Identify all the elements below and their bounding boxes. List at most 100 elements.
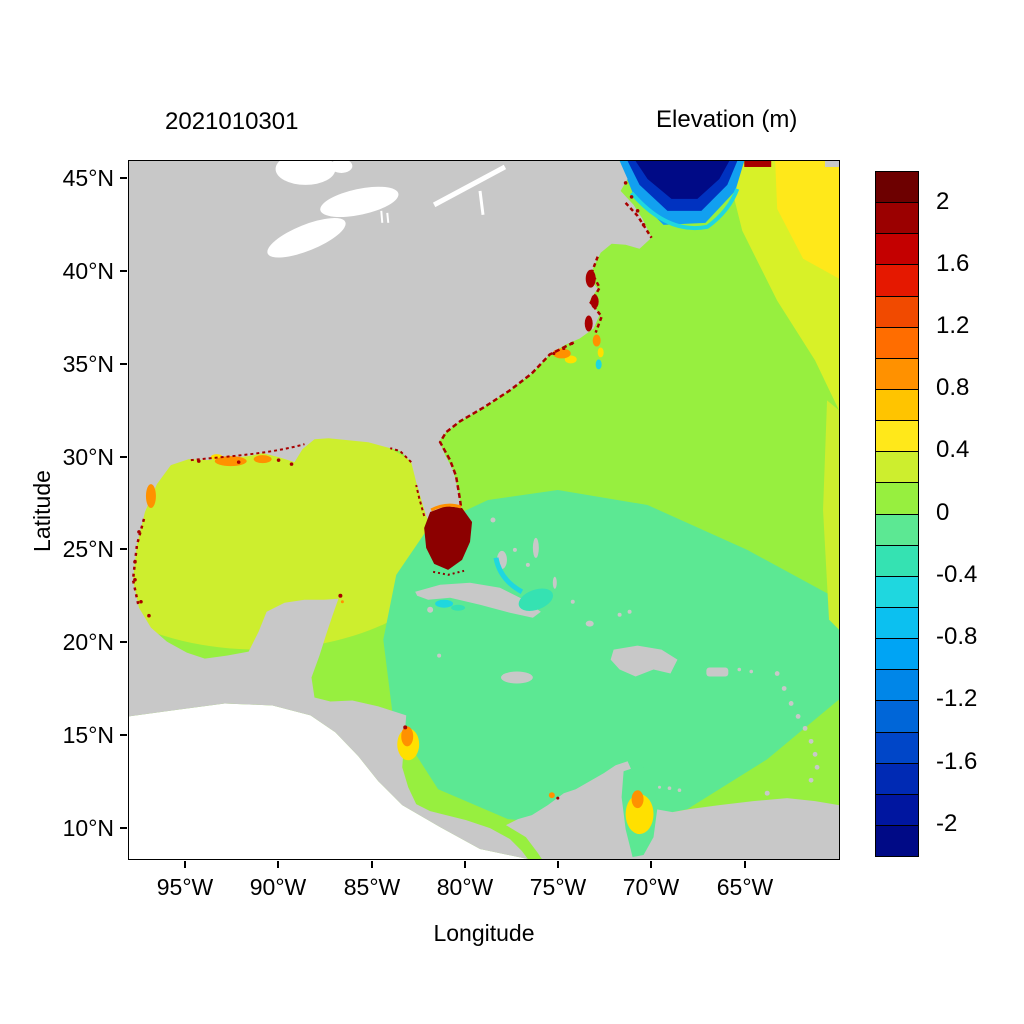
x-tick-label: 75°W — [529, 874, 587, 900]
margarita-island — [764, 790, 770, 796]
red-speckle — [623, 181, 628, 185]
bahamas-cyan-crescent — [493, 557, 524, 594]
x-tick-label: 85°W — [343, 874, 401, 900]
colorbar-segment — [876, 793, 918, 825]
hatteras-yellow-spot — [564, 355, 577, 364]
colorbar-segment — [876, 233, 918, 265]
colorbar-tick-label: 0 — [936, 499, 950, 526]
eleuthera-island — [532, 537, 539, 558]
colorbar-segment — [876, 638, 918, 670]
x-tick-mark — [371, 861, 373, 868]
x-axis-title: Longitude — [433, 920, 535, 946]
northeast-corner-land-sliver — [825, 161, 839, 167]
red-speckle — [562, 346, 566, 351]
y-tick-mark — [120, 270, 127, 272]
northeast-yellow-patch — [775, 161, 839, 279]
chesapeake-red-blob — [585, 269, 596, 288]
long-island-bahamas — [552, 576, 557, 589]
antilles-islet-1 — [774, 671, 780, 676]
west-florida-coast-red-fringe — [389, 447, 426, 517]
colorbar-tick-label: -2 — [936, 810, 958, 837]
y-tick-label: 45°N — [62, 165, 114, 191]
puerto-rico-island — [706, 667, 729, 677]
x-tick-label: 95°W — [156, 874, 214, 900]
x-tick-label: 80°W — [436, 874, 494, 900]
colorbar-segment — [876, 451, 918, 483]
y-tick-mark — [120, 827, 127, 829]
texas-orange-streak — [145, 484, 156, 509]
chesapeake-mouth-red-blob — [584, 315, 593, 332]
cuba-island — [415, 582, 541, 618]
coast-red-speckles — [133, 181, 646, 800]
red-speckle — [629, 195, 634, 199]
y-tick-label: 15°N — [62, 722, 114, 748]
cancun-orange-speck — [340, 600, 344, 604]
y-tick-mark — [120, 177, 127, 179]
jamaica-island — [500, 671, 533, 684]
colorbar-segment — [876, 357, 918, 389]
colorbar-segment — [876, 824, 918, 857]
colorbar-segment — [876, 420, 918, 452]
y-tick-label: 30°N — [62, 444, 114, 470]
cartagena-orange-spot — [548, 792, 555, 799]
great-inagua-island — [585, 620, 594, 627]
x-tick-mark — [650, 861, 652, 868]
colorbar-tick-label: -0.8 — [936, 623, 978, 650]
west-gulf-elevation-band — [129, 420, 459, 650]
south-america-landmass — [505, 761, 839, 859]
antilles-islet-2 — [781, 686, 787, 691]
map-plot — [129, 161, 839, 859]
delmarva-yellow-spot — [597, 347, 604, 358]
red-speckle — [552, 351, 556, 356]
red-speckle — [137, 530, 141, 534]
colorbar-segment — [876, 326, 918, 358]
colorbar-segment — [876, 388, 918, 421]
red-speckle — [338, 593, 343, 598]
islands — [415, 161, 839, 819]
antilles-islet-5 — [802, 725, 808, 731]
colorbar-tick-label: -1.6 — [936, 748, 978, 775]
caicos-islands — [627, 609, 632, 614]
colorbar-tick-label: 1.6 — [936, 250, 970, 277]
y-tick-label: 25°N — [62, 536, 114, 562]
great-lakes — [267, 161, 507, 258]
south-florida-max-anomaly — [424, 506, 473, 570]
cayman-islands — [437, 653, 442, 658]
florida-anomaly-orange-rim — [430, 503, 462, 512]
coastal-anomalies — [131, 181, 654, 835]
x-tick-label: 65°W — [716, 874, 774, 900]
x-tick-mark — [184, 861, 186, 868]
antilles-islet-4 — [795, 714, 801, 719]
lake-champlain — [478, 190, 485, 216]
grand-bahama-island — [490, 517, 496, 523]
north-america-landmass — [129, 161, 652, 859]
bahamas-teal-patch — [518, 588, 554, 611]
colorbar-segment — [876, 513, 918, 545]
curacao-island — [667, 786, 672, 790]
colorbar-segment — [876, 482, 918, 514]
colorbar-tick-label: -1.2 — [936, 685, 978, 712]
leeward-islands — [749, 669, 754, 674]
red-speckle — [133, 560, 137, 564]
red-speckle — [236, 460, 241, 464]
mississippi-orange-streak — [253, 455, 272, 464]
red-speckle — [570, 341, 574, 346]
lake-erie — [267, 218, 346, 258]
lake-huron — [275, 161, 336, 185]
isle-of-youth-island — [427, 606, 434, 613]
x-tick-label: 70°W — [622, 874, 680, 900]
red-speckle — [403, 725, 408, 730]
y-tick-label: 10°N — [62, 815, 114, 841]
colorbar-segment — [876, 606, 918, 639]
y-tick-label: 35°N — [62, 351, 114, 377]
east-edge-band — [823, 400, 839, 630]
antilles-islet-8 — [814, 764, 820, 770]
delaware-orange-spot — [592, 334, 601, 347]
orange-spots — [145, 334, 644, 809]
colorbar-tick-label: 0.4 — [936, 436, 970, 463]
red-speckle — [139, 599, 143, 604]
x-tick-label: 90°W — [249, 874, 307, 900]
delaware-red-blob — [590, 294, 599, 309]
antilles-islet-9 — [808, 777, 814, 783]
x-tick-mark — [744, 861, 746, 868]
